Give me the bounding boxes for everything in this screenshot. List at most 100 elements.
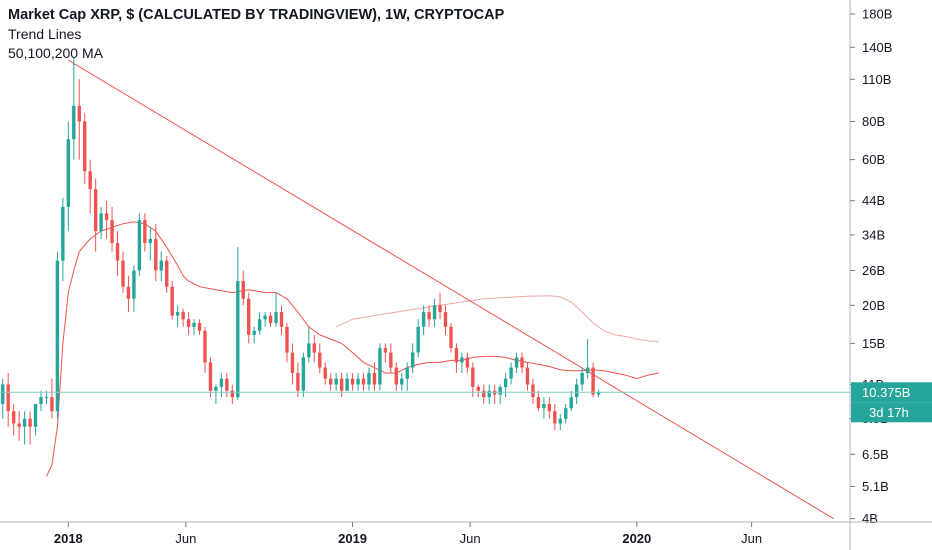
candle-body	[465, 357, 470, 368]
last-price-badge[interactable]	[851, 382, 932, 403]
candle-down	[482, 384, 486, 404]
time-tick-label: Jun	[175, 531, 196, 546]
candle-body	[6, 384, 10, 412]
time-axis[interactable]: 2018 Jun 2019 Jun 2020 Jun	[0, 521, 932, 546]
candle-body	[279, 312, 284, 327]
candle-body	[476, 386, 480, 391]
candle-body	[247, 298, 251, 335]
candle-body	[61, 206, 65, 261]
candle-up	[460, 352, 464, 373]
candle-body	[564, 408, 568, 419]
candle-down	[318, 343, 322, 373]
candle-body	[148, 238, 153, 243]
countdown-badge[interactable]	[851, 402, 932, 423]
candle-body	[132, 270, 136, 299]
candle-body	[137, 220, 142, 271]
candle-up	[307, 326, 311, 363]
candle-body	[263, 315, 267, 320]
candle-down	[203, 326, 207, 373]
candle-body	[443, 312, 448, 327]
candle-down	[591, 362, 595, 398]
candle-body	[339, 378, 344, 391]
candle-body	[170, 286, 174, 316]
price-tick-label: 20B	[862, 298, 885, 313]
candle-down	[279, 305, 284, 335]
candle-up	[356, 372, 360, 391]
candle-up	[334, 372, 338, 391]
candle-up	[1, 378, 5, 419]
candle-down	[115, 231, 120, 276]
candle-up	[33, 403, 38, 436]
candle-body	[197, 322, 202, 331]
candle-down	[208, 357, 213, 398]
candle-down	[121, 251, 125, 293]
candle-up	[400, 372, 404, 391]
candle-down	[427, 305, 431, 327]
candle-up	[22, 411, 27, 445]
candle-body	[110, 220, 114, 243]
candle-up	[132, 265, 136, 313]
candle-up	[503, 372, 508, 398]
candle-up	[219, 372, 224, 398]
candle-down	[165, 256, 169, 293]
candle-body	[214, 386, 218, 391]
candle-body	[285, 326, 289, 353]
candle-up	[72, 57, 76, 160]
candle-down	[6, 372, 10, 427]
price-tick-label: 4B	[862, 511, 878, 526]
candle-down	[536, 390, 541, 412]
candle-body	[372, 372, 377, 385]
candle-body	[296, 372, 300, 391]
candle-body	[514, 357, 519, 368]
candle-up	[55, 251, 60, 419]
countdown-value: 3d 17h	[869, 405, 909, 420]
candle-body	[225, 378, 229, 391]
time-tick-label: 2019	[338, 531, 367, 546]
candle-body	[542, 403, 546, 409]
candle-down	[372, 362, 377, 391]
candle-body	[460, 357, 464, 363]
candle-down	[93, 178, 98, 252]
candle-up	[263, 312, 267, 327]
candle-body	[181, 312, 185, 320]
candle-up	[148, 227, 153, 261]
trend-line	[68, 59, 834, 520]
candle-up	[574, 378, 579, 404]
candle-down	[465, 352, 470, 373]
candle-body	[88, 171, 92, 190]
candle-body	[432, 305, 437, 320]
price-tick-label: 15B	[862, 336, 885, 351]
candle-body	[22, 418, 27, 427]
candle-body	[1, 384, 5, 404]
candle-body	[219, 378, 224, 387]
candle-body	[33, 403, 38, 427]
candle-up	[416, 319, 420, 358]
candle-body	[574, 384, 579, 398]
candle-body	[569, 397, 573, 409]
candle-down	[296, 362, 300, 398]
candle-body	[438, 305, 442, 313]
time-tick-label: 2018	[54, 531, 83, 546]
candle-down	[329, 372, 333, 391]
candle-body	[421, 312, 426, 327]
candle-down	[285, 322, 289, 363]
candle-body	[50, 397, 54, 412]
candle-up	[66, 121, 71, 232]
candle-body	[257, 319, 262, 331]
candle-body	[44, 397, 49, 399]
candle-body	[165, 260, 169, 287]
candle-body	[547, 403, 552, 412]
legend-moving-averages[interactable]: 50,100,200 MA	[8, 45, 103, 61]
candle-up	[214, 384, 218, 404]
candle-body	[290, 352, 295, 373]
candle-body	[143, 220, 147, 243]
candle-down	[471, 362, 475, 398]
price-axis[interactable]: 180B140B110B80B60B44B34B26B20B15B11B8.5B…	[849, 0, 932, 550]
legend-trend-lines[interactable]: Trend Lines	[8, 26, 82, 42]
candle-down	[181, 308, 185, 327]
price-tick-label: 140B	[862, 40, 892, 55]
candle-body	[416, 326, 420, 353]
candle-body	[252, 330, 256, 335]
candle-body	[72, 105, 76, 140]
